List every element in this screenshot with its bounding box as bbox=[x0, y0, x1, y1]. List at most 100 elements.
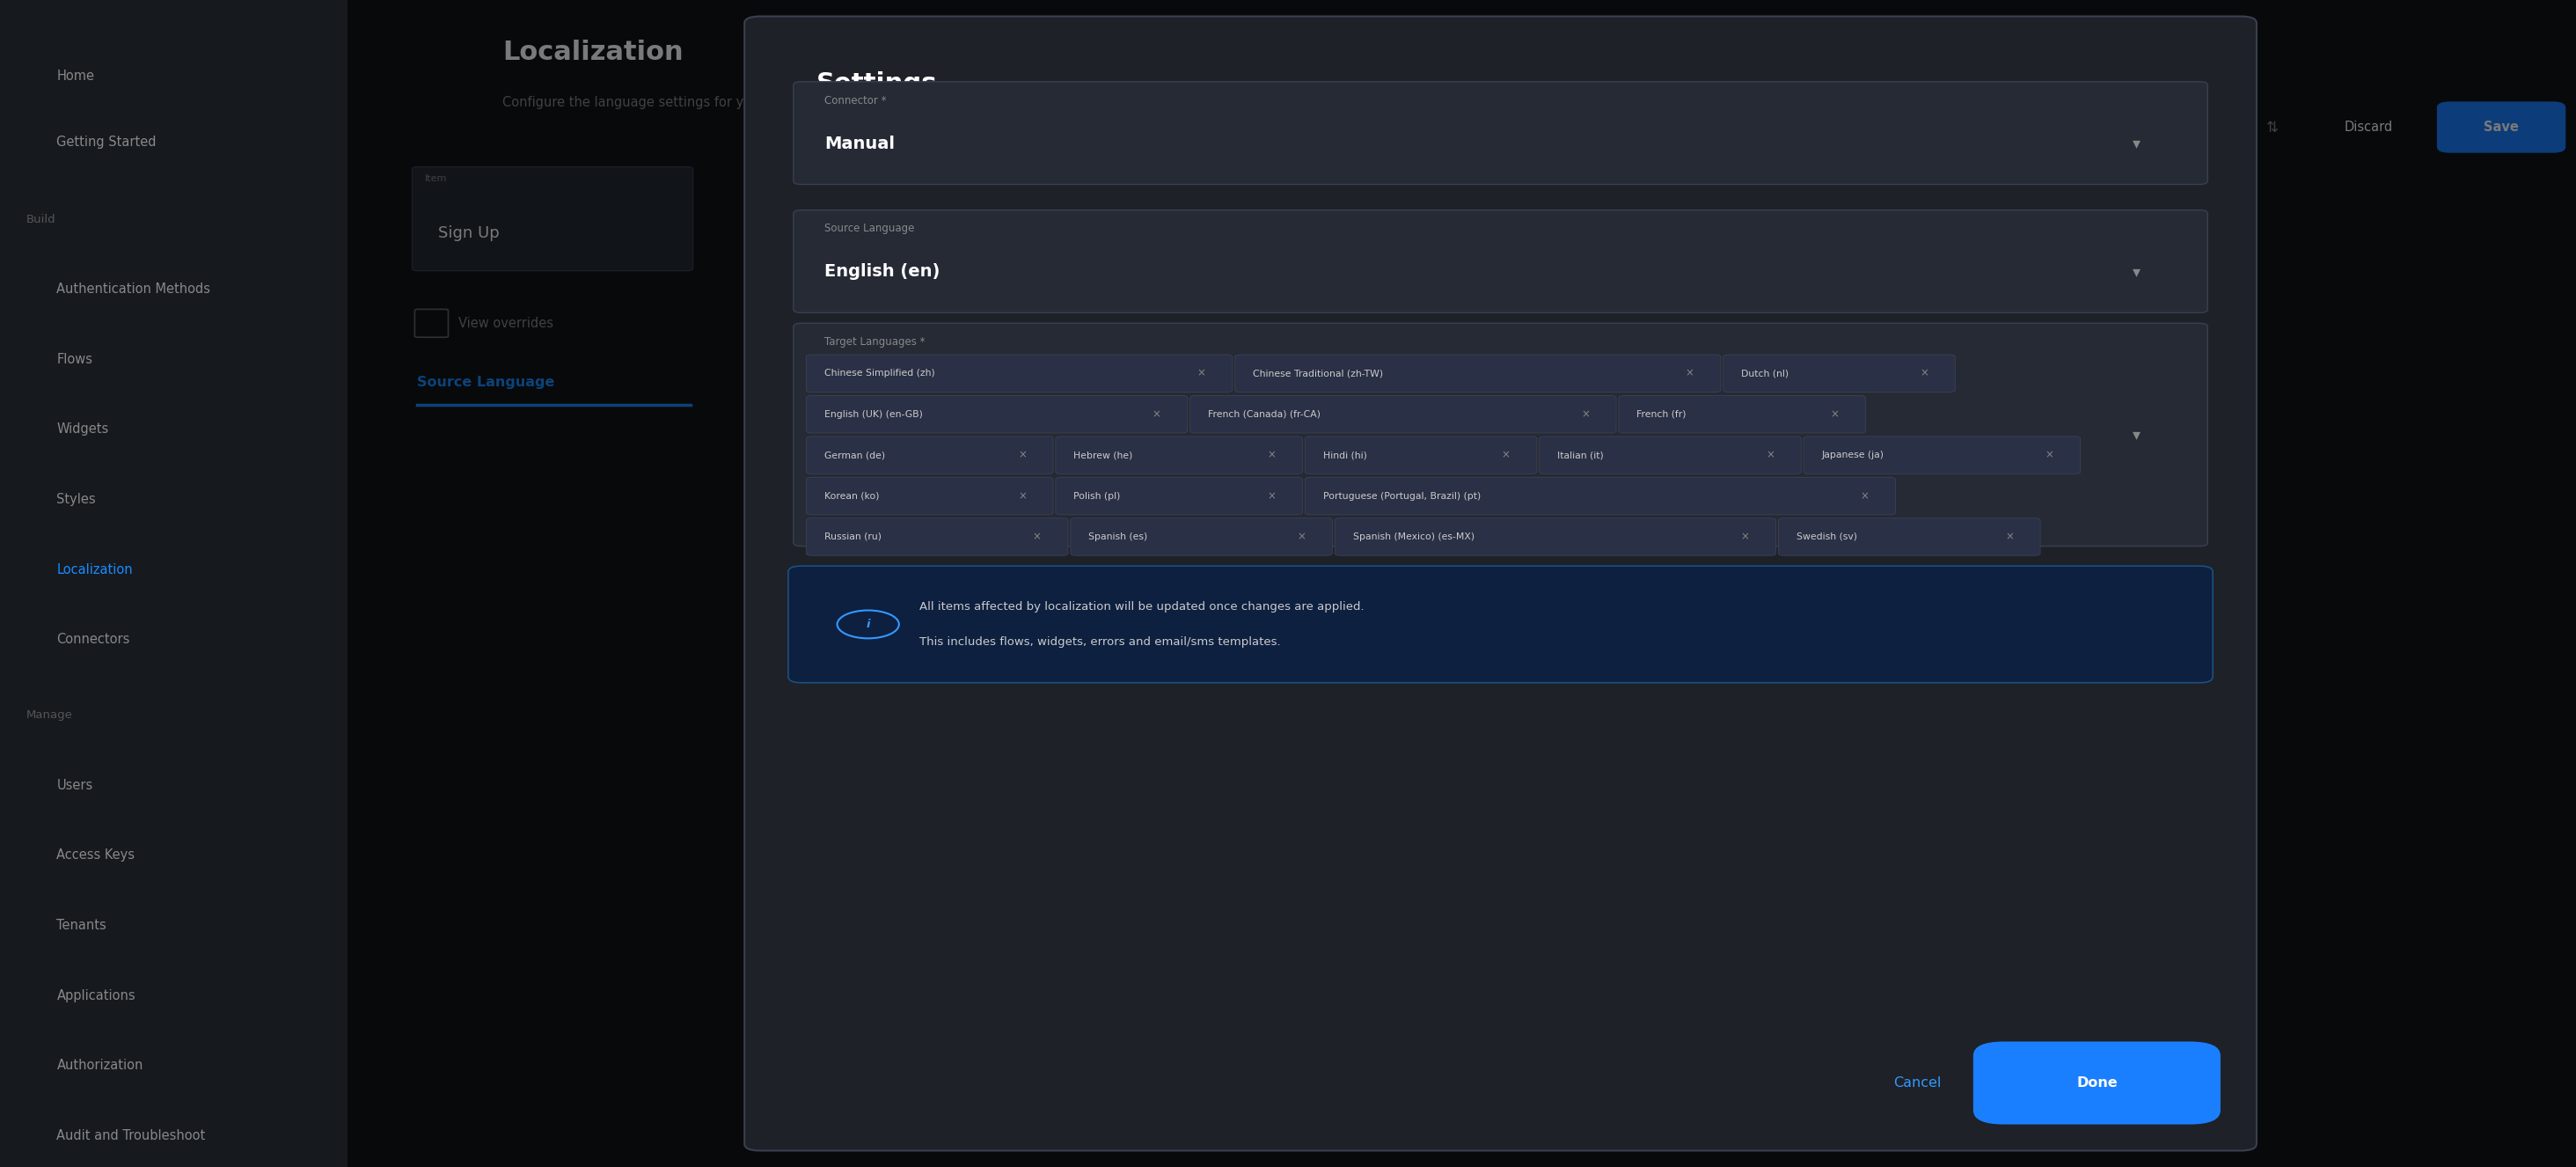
Text: ⇅: ⇅ bbox=[2267, 119, 2277, 135]
FancyBboxPatch shape bbox=[1618, 396, 1865, 433]
FancyBboxPatch shape bbox=[1803, 436, 2081, 474]
Text: ×: × bbox=[1267, 490, 1275, 502]
Text: Save: Save bbox=[2483, 120, 2519, 134]
FancyBboxPatch shape bbox=[1234, 355, 1721, 392]
Text: ×: × bbox=[1298, 531, 1306, 543]
Text: Users: Users bbox=[57, 778, 93, 792]
Text: Localization: Localization bbox=[502, 40, 683, 65]
Text: Settings: Settings bbox=[817, 71, 938, 97]
Text: Configure the language settings for your flows and widgets.: Configure the language settings for your… bbox=[502, 96, 889, 110]
Text: Source Language: Source Language bbox=[824, 223, 914, 235]
FancyBboxPatch shape bbox=[806, 436, 1054, 474]
Text: Connectors: Connectors bbox=[57, 633, 129, 647]
Text: Russian (ru): Russian (ru) bbox=[824, 532, 881, 541]
FancyBboxPatch shape bbox=[793, 323, 2208, 546]
Text: Done: Done bbox=[2076, 1076, 2117, 1090]
FancyBboxPatch shape bbox=[1540, 436, 1801, 474]
FancyBboxPatch shape bbox=[806, 518, 1069, 555]
Text: ⚙ Settings: ⚙ Settings bbox=[2133, 121, 2195, 133]
Text: ×: × bbox=[1767, 449, 1775, 461]
Text: ▾: ▾ bbox=[2133, 135, 2141, 152]
Text: French (fr): French (fr) bbox=[1636, 410, 1687, 419]
Text: Manual: Manual bbox=[824, 135, 894, 152]
Text: ▾: ▾ bbox=[2133, 427, 2141, 442]
Text: All items affected by localization will be updated once changes are applied.: All items affected by localization will … bbox=[920, 601, 1365, 613]
Text: ×: × bbox=[1267, 449, 1275, 461]
Text: English (UK) (en-GB): English (UK) (en-GB) bbox=[824, 410, 922, 419]
Text: Flows: Flows bbox=[57, 352, 93, 366]
Text: Getting Started: Getting Started bbox=[57, 135, 157, 149]
Text: Chinese Simplified (zh): Chinese Simplified (zh) bbox=[824, 369, 935, 378]
FancyBboxPatch shape bbox=[412, 167, 693, 271]
Text: This includes flows, widgets, errors and email/sms templates.: This includes flows, widgets, errors and… bbox=[920, 636, 1280, 648]
FancyBboxPatch shape bbox=[793, 82, 2208, 184]
Text: Authorization: Authorization bbox=[57, 1058, 144, 1072]
FancyBboxPatch shape bbox=[2437, 102, 2566, 153]
Text: Source Language: Source Language bbox=[417, 376, 554, 390]
Text: Home: Home bbox=[57, 69, 95, 83]
Text: Swedish (sv): Swedish (sv) bbox=[1795, 532, 1857, 541]
Text: Build: Build bbox=[26, 214, 54, 225]
Text: Applications: Applications bbox=[57, 988, 137, 1002]
FancyBboxPatch shape bbox=[806, 355, 1231, 392]
Text: Connector *: Connector * bbox=[824, 95, 886, 106]
Text: Spanish (es): Spanish (es) bbox=[1090, 532, 1149, 541]
Text: Widgets: Widgets bbox=[57, 422, 108, 436]
Text: Discard: Discard bbox=[2344, 120, 2393, 134]
FancyBboxPatch shape bbox=[1306, 436, 1538, 474]
FancyBboxPatch shape bbox=[0, 0, 348, 1167]
Text: Korean (ko): Korean (ko) bbox=[824, 491, 878, 501]
Text: View overrides: View overrides bbox=[459, 316, 554, 330]
Text: Polish (pl): Polish (pl) bbox=[1074, 491, 1121, 501]
Text: Japanese (ja): Japanese (ja) bbox=[1821, 450, 1883, 460]
Text: Portuguese (Portugal, Brazil) (pt): Portuguese (Portugal, Brazil) (pt) bbox=[1324, 491, 1481, 501]
Text: Tenants: Tenants bbox=[57, 918, 106, 932]
Text: ▾: ▾ bbox=[2133, 264, 2141, 280]
Text: Styles: Styles bbox=[57, 492, 95, 506]
Text: Sign Up: Sign Up bbox=[438, 225, 500, 242]
Text: Hindi (hi): Hindi (hi) bbox=[1324, 450, 1368, 460]
FancyBboxPatch shape bbox=[1334, 518, 1775, 555]
Text: French (Canada) (fr-CA): French (Canada) (fr-CA) bbox=[1208, 410, 1321, 419]
FancyBboxPatch shape bbox=[744, 16, 2257, 1151]
Text: ×: × bbox=[1832, 408, 1839, 420]
FancyBboxPatch shape bbox=[793, 210, 2208, 313]
FancyBboxPatch shape bbox=[1056, 436, 1303, 474]
FancyBboxPatch shape bbox=[788, 566, 2213, 683]
FancyBboxPatch shape bbox=[1723, 355, 1955, 392]
Text: Authentication Methods: Authentication Methods bbox=[57, 282, 211, 296]
Text: ×: × bbox=[1502, 449, 1510, 461]
Text: Item: Item bbox=[425, 174, 448, 183]
Text: Hebrew (he): Hebrew (he) bbox=[1074, 450, 1133, 460]
Text: Audit and Troubleshoot: Audit and Troubleshoot bbox=[57, 1128, 206, 1142]
Text: i: i bbox=[866, 619, 871, 630]
Text: ×: × bbox=[1198, 368, 1206, 379]
FancyBboxPatch shape bbox=[1072, 518, 1332, 555]
Text: ×: × bbox=[1151, 408, 1162, 420]
Text: ×: × bbox=[2004, 531, 2014, 543]
Text: Spanish (Mexico) (es-MX): Spanish (Mexico) (es-MX) bbox=[1352, 532, 1473, 541]
FancyBboxPatch shape bbox=[806, 477, 1054, 515]
FancyBboxPatch shape bbox=[1973, 1041, 2221, 1125]
Text: English (en): English (en) bbox=[824, 264, 940, 280]
Text: ×: × bbox=[1919, 368, 1929, 379]
FancyBboxPatch shape bbox=[2074, 102, 2251, 153]
Text: ×: × bbox=[1685, 368, 1695, 379]
FancyBboxPatch shape bbox=[1306, 477, 1896, 515]
Text: Italian (it): Italian (it) bbox=[1558, 450, 1605, 460]
Text: ×: × bbox=[1582, 408, 1589, 420]
FancyBboxPatch shape bbox=[806, 396, 1188, 433]
Text: ×: × bbox=[1741, 531, 1749, 543]
Text: Manage: Manage bbox=[26, 710, 72, 721]
FancyBboxPatch shape bbox=[1056, 477, 1303, 515]
Text: Target Languages *: Target Languages * bbox=[824, 336, 925, 348]
Text: Access Keys: Access Keys bbox=[57, 848, 134, 862]
FancyBboxPatch shape bbox=[1777, 518, 2040, 555]
Text: ×: × bbox=[1018, 449, 1025, 461]
Text: ×: × bbox=[1033, 531, 1041, 543]
Text: ×: × bbox=[2045, 449, 2053, 461]
FancyBboxPatch shape bbox=[348, 0, 2576, 1167]
Text: Localization: Localization bbox=[57, 562, 134, 576]
FancyBboxPatch shape bbox=[1190, 396, 1615, 433]
Text: Cancel: Cancel bbox=[1893, 1076, 1942, 1090]
